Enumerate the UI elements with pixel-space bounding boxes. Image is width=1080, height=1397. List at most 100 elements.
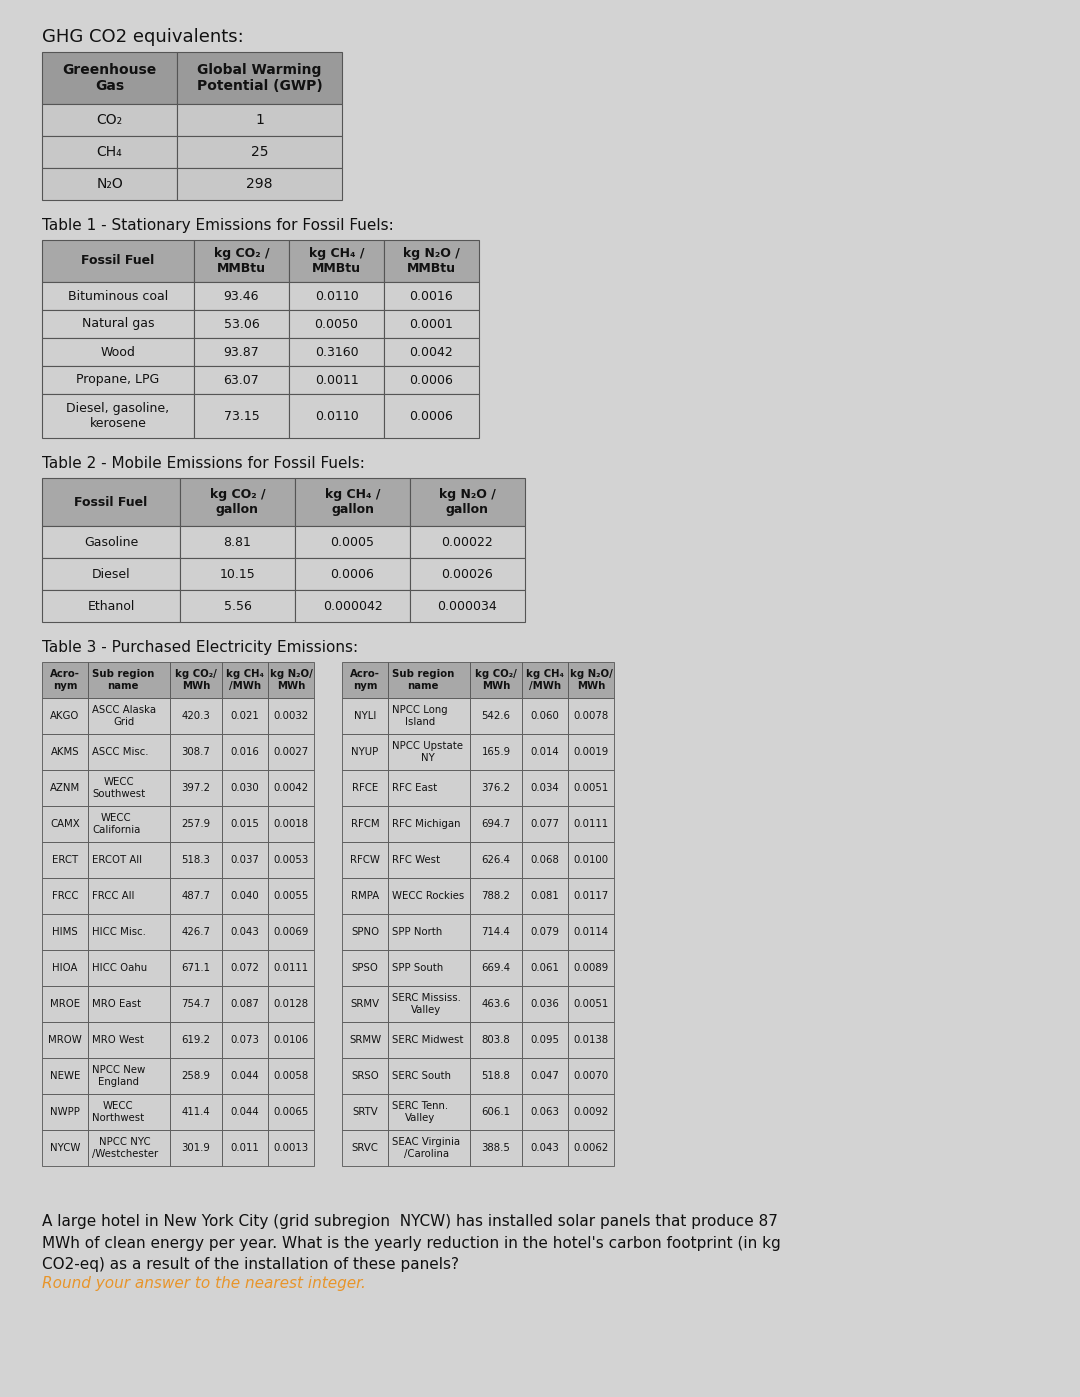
- Bar: [289, 310, 384, 338]
- Text: kg CO₂/
MWh: kg CO₂/ MWh: [175, 669, 217, 690]
- Bar: [42, 842, 87, 877]
- Bar: [87, 842, 170, 877]
- Text: CO₂: CO₂: [96, 113, 122, 127]
- Bar: [342, 1058, 388, 1094]
- Bar: [268, 770, 314, 806]
- Text: 619.2: 619.2: [181, 1035, 211, 1045]
- Bar: [384, 310, 480, 338]
- Bar: [268, 914, 314, 950]
- Text: 397.2: 397.2: [181, 782, 211, 793]
- Text: 0.0110: 0.0110: [314, 289, 359, 303]
- Text: Natural gas: Natural gas: [82, 317, 154, 331]
- Text: 0.044: 0.044: [231, 1106, 259, 1118]
- Text: 0.087: 0.087: [230, 999, 259, 1009]
- Text: NPCC Long
Island: NPCC Long Island: [392, 705, 447, 726]
- Text: CAMX: CAMX: [50, 819, 80, 828]
- Bar: [170, 877, 222, 914]
- Text: 0.0089: 0.0089: [573, 963, 609, 972]
- Bar: [42, 1058, 87, 1094]
- Text: AKMS: AKMS: [51, 747, 79, 757]
- Bar: [388, 770, 470, 806]
- Bar: [194, 394, 289, 439]
- Bar: [177, 103, 342, 136]
- Bar: [42, 310, 194, 338]
- Bar: [289, 338, 384, 366]
- Bar: [388, 662, 470, 698]
- Bar: [268, 1130, 314, 1166]
- Text: 0.0106: 0.0106: [273, 1035, 309, 1045]
- Bar: [470, 1023, 522, 1058]
- Text: 0.0042: 0.0042: [273, 782, 309, 793]
- Text: SPNO: SPNO: [351, 928, 379, 937]
- Bar: [170, 1130, 222, 1166]
- Bar: [522, 1094, 568, 1130]
- Bar: [470, 1058, 522, 1094]
- Bar: [522, 698, 568, 733]
- Bar: [42, 394, 194, 439]
- Text: 0.016: 0.016: [230, 747, 259, 757]
- Text: 0.0051: 0.0051: [573, 999, 609, 1009]
- Bar: [87, 914, 170, 950]
- Bar: [388, 842, 470, 877]
- Text: Fossil Fuel: Fossil Fuel: [75, 496, 148, 509]
- Text: 376.2: 376.2: [482, 782, 511, 793]
- Bar: [342, 698, 388, 733]
- Text: 388.5: 388.5: [482, 1143, 511, 1153]
- Text: SPP South: SPP South: [392, 963, 443, 972]
- Bar: [42, 338, 194, 366]
- Text: 0.0005: 0.0005: [330, 535, 375, 549]
- Text: 426.7: 426.7: [181, 928, 211, 937]
- Text: Round your answer to the nearest integer.: Round your answer to the nearest integer…: [42, 1275, 366, 1291]
- Text: 0.079: 0.079: [530, 928, 559, 937]
- Bar: [568, 842, 615, 877]
- Bar: [222, 1058, 268, 1094]
- Bar: [180, 557, 295, 590]
- Bar: [342, 662, 388, 698]
- Text: 0.0006: 0.0006: [330, 567, 375, 581]
- Text: 301.9: 301.9: [181, 1143, 211, 1153]
- Bar: [87, 1023, 170, 1058]
- Text: HICC Misc.: HICC Misc.: [92, 928, 146, 937]
- Text: SPP North: SPP North: [392, 928, 442, 937]
- Text: NYCW: NYCW: [50, 1143, 80, 1153]
- Text: 487.7: 487.7: [181, 891, 211, 901]
- Text: Sub region
name: Sub region name: [392, 669, 455, 690]
- Text: WECC
Southwest: WECC Southwest: [92, 777, 145, 799]
- Bar: [388, 1130, 470, 1166]
- Bar: [342, 1023, 388, 1058]
- Bar: [568, 662, 615, 698]
- Text: 0.061: 0.061: [530, 963, 559, 972]
- Bar: [268, 662, 314, 698]
- Text: 0.036: 0.036: [530, 999, 559, 1009]
- Bar: [388, 733, 470, 770]
- Bar: [42, 136, 177, 168]
- Bar: [384, 394, 480, 439]
- Bar: [295, 590, 410, 622]
- Text: 0.068: 0.068: [530, 855, 559, 865]
- Bar: [170, 1023, 222, 1058]
- Text: FRCC All: FRCC All: [92, 891, 134, 901]
- Text: 803.8: 803.8: [482, 1035, 511, 1045]
- Text: 0.0042: 0.0042: [409, 345, 454, 359]
- Bar: [470, 1094, 522, 1130]
- Text: RFCM: RFCM: [351, 819, 379, 828]
- Bar: [522, 842, 568, 877]
- Text: NWPP: NWPP: [50, 1106, 80, 1118]
- Bar: [470, 698, 522, 733]
- Text: WECC
Northwest: WECC Northwest: [92, 1101, 145, 1123]
- Text: 0.0110: 0.0110: [314, 409, 359, 422]
- Bar: [384, 282, 480, 310]
- Text: Bituminous coal: Bituminous coal: [68, 289, 168, 303]
- Bar: [388, 914, 470, 950]
- Text: MRO East: MRO East: [92, 999, 141, 1009]
- Bar: [177, 52, 342, 103]
- Text: 0.0055: 0.0055: [273, 891, 309, 901]
- Bar: [268, 986, 314, 1023]
- Bar: [522, 662, 568, 698]
- Bar: [87, 770, 170, 806]
- Bar: [170, 733, 222, 770]
- Bar: [170, 950, 222, 986]
- Bar: [42, 240, 194, 282]
- Text: 0.0032: 0.0032: [273, 711, 309, 721]
- Bar: [194, 240, 289, 282]
